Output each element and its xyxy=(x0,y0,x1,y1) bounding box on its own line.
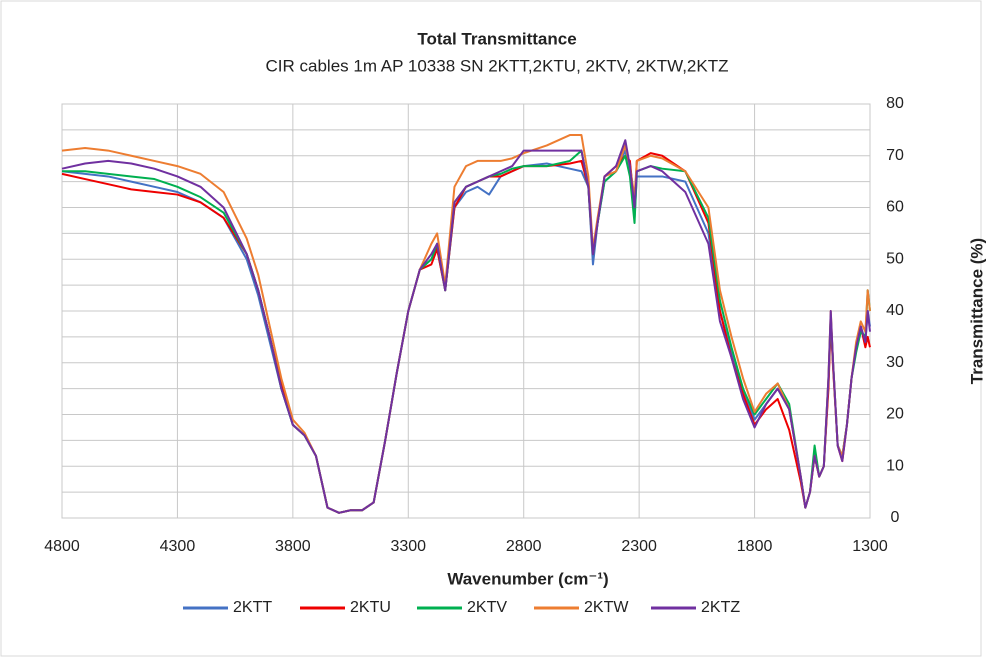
series-line xyxy=(61,139,871,514)
y-tick-label: 30 xyxy=(886,354,904,371)
x-tick-label: 1300 xyxy=(852,538,888,555)
x-tick-label: 4800 xyxy=(44,538,80,555)
y-tick-label: 50 xyxy=(886,250,904,267)
x-tick-label: 2800 xyxy=(506,538,542,555)
x-tick-label: 3300 xyxy=(390,538,426,555)
x-tick-label: 3800 xyxy=(275,538,311,555)
y-tick-label: 40 xyxy=(886,302,904,319)
legend-label: 2KTW xyxy=(584,599,629,616)
x-tick-label: 2300 xyxy=(621,538,657,555)
x-tick-label: 1800 xyxy=(737,538,773,555)
legend-label: 2KTV xyxy=(467,599,507,616)
legend-label: 2KTU xyxy=(350,599,391,616)
y-tick-label: 10 xyxy=(886,457,904,474)
legend-label: 2KTZ xyxy=(701,599,740,616)
y-tick-label: 60 xyxy=(886,199,904,216)
y-tick-label: 80 xyxy=(886,95,904,112)
y-tick-label: 20 xyxy=(886,406,904,423)
chart-title: Total Transmittance xyxy=(417,29,576,48)
x-axis-label: Wavenumber (cm⁻¹) xyxy=(447,569,608,588)
legend-label: 2KTT xyxy=(233,599,272,616)
chart-subtitle: CIR cables 1m AP 10338 SN 2KTT,2KTU, 2KT… xyxy=(266,56,729,75)
y-tick-label: 70 xyxy=(886,147,904,164)
y-tick-label: 0 xyxy=(891,509,900,526)
x-tick-label: 4300 xyxy=(160,538,196,555)
y-axis-label: Transmittance (%) xyxy=(967,238,986,384)
